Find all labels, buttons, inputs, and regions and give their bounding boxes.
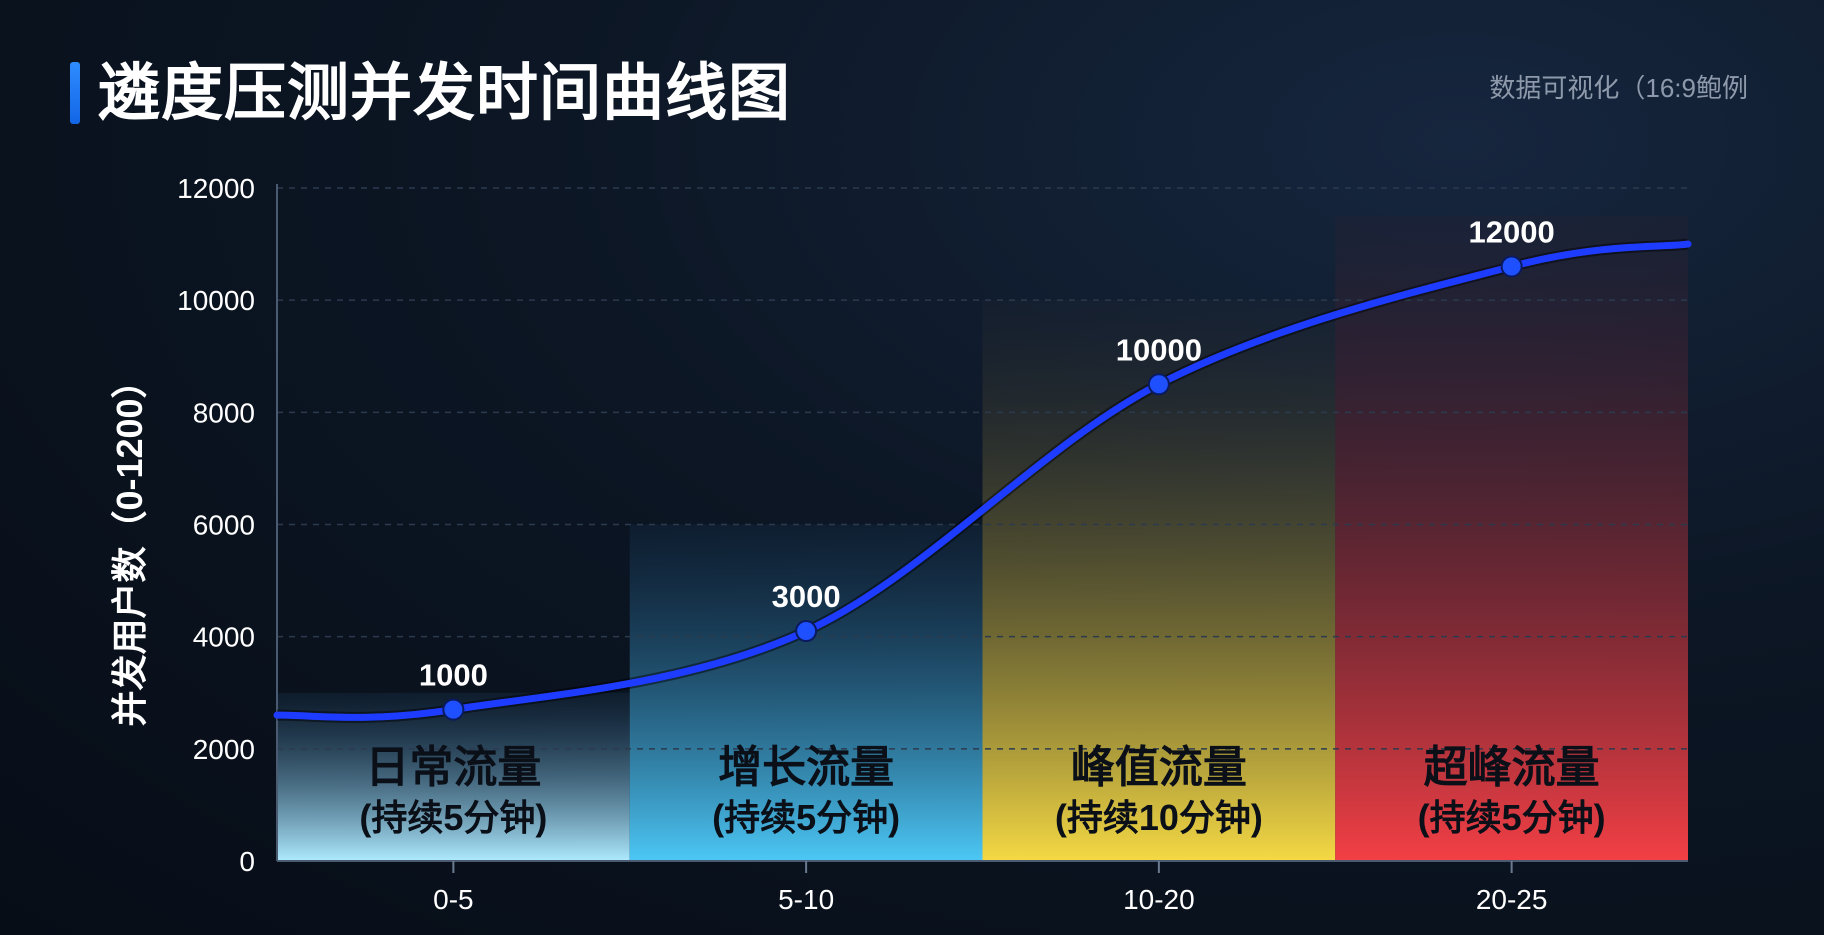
zone-sublabel-1: (持续5分钟): [712, 797, 900, 838]
zone-sublabel-2: (持续10分钟): [1055, 797, 1263, 838]
zone-sublabel-0: (持续5分钟): [359, 797, 547, 838]
data-label-1: 3000: [772, 579, 841, 614]
page-subtitle: 数据可视化（16:9鲍例: [1489, 73, 1748, 103]
zone-label-2: 峰值流量: [1071, 743, 1247, 792]
axes: [276, 184, 1688, 873]
x-tick-label-1: 5-10: [778, 884, 834, 915]
data-point-2: [1147, 373, 1170, 396]
data-point-0: [442, 698, 465, 721]
data-points: [442, 255, 1523, 721]
zone-label-0: 日常流量: [365, 743, 541, 792]
y-tick-label-4: 8000: [193, 397, 255, 428]
y-tick-label-0: 0: [239, 846, 255, 877]
x-tick-label-3: 20-25: [1476, 884, 1548, 915]
zone-label-3: 超峰流量: [1424, 743, 1600, 792]
y-tick-label-2: 4000: [193, 622, 255, 653]
title-accent-bar: [70, 62, 80, 124]
y-tick-label-6: 12000: [177, 173, 255, 204]
y-tick-label-3: 6000: [193, 510, 255, 541]
data-point-1: [795, 620, 818, 643]
zone-band-0: [277, 692, 630, 861]
zone-label-1: 增长流量: [718, 743, 894, 792]
zone-band-1: [629, 524, 983, 861]
data-point-3: [1500, 255, 1523, 278]
zone-band-3: [1335, 216, 1688, 861]
chart-labels: 日常流量 (持续5分钟) 增长流量 (持续5分钟) 峰值流量 (持续10分钟) 超峰流量 (持…: [109, 173, 1606, 915]
y-tick-label-5: 10000: [177, 285, 255, 316]
page-title: 遴度压测并发时间曲线图: [98, 59, 792, 128]
data-label-3: 12000: [1469, 215, 1555, 250]
x-tick-label-0: 0-5: [433, 884, 473, 915]
data-label-0: 1000: [419, 658, 488, 693]
x-tick-label-2: 10-20: [1123, 884, 1195, 915]
y-axis-title: 并发用户数（0-1200）: [109, 362, 150, 726]
zone-sublabel-3: (持续5分钟): [1418, 797, 1606, 838]
y-tick-label-1: 2000: [193, 734, 255, 765]
data-label-2: 10000: [1116, 332, 1202, 367]
